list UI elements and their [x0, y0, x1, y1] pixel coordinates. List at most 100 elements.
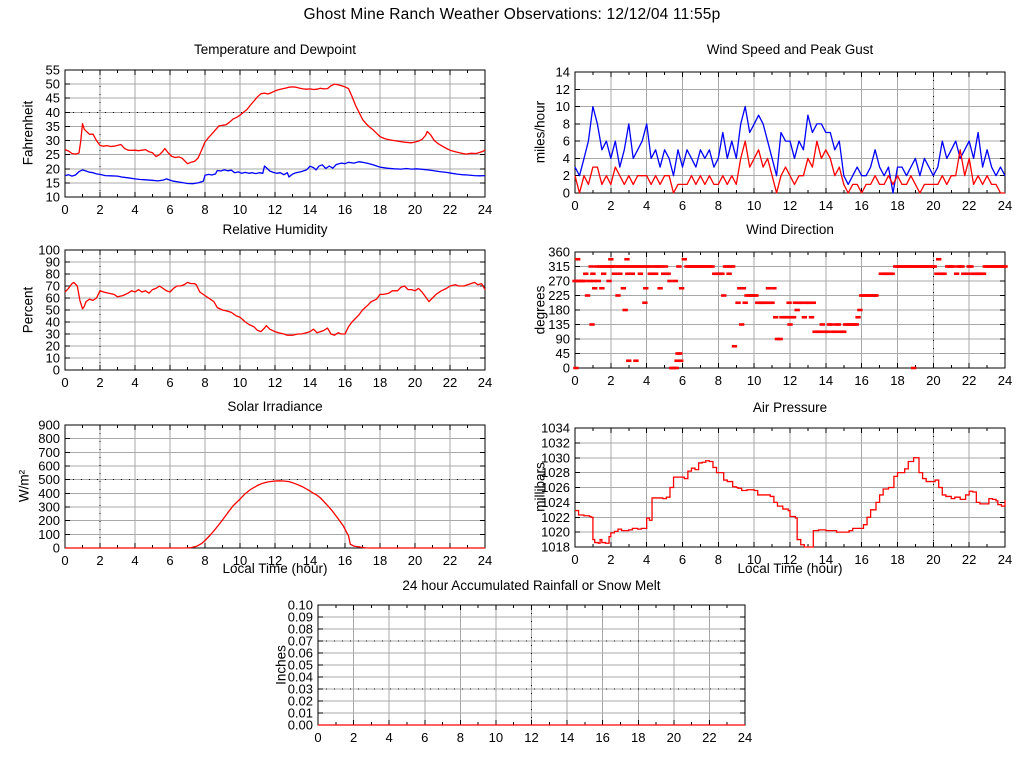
x-tick-label: 16 — [338, 375, 352, 390]
y-tick-label: 0.06 — [288, 646, 313, 661]
x-tick-label: 8 — [457, 730, 464, 745]
y-tick-label: 40 — [46, 105, 60, 120]
chart-title: Wind Direction — [746, 222, 834, 237]
y-tick-label: 12 — [556, 82, 570, 97]
y-tick-label: 8 — [563, 116, 570, 131]
x-tick-label: 4 — [131, 202, 138, 217]
y-tick-label: 270 — [548, 274, 570, 289]
y-tick-label: 0.08 — [288, 622, 313, 637]
air-pressure-plot: 0 2 4 6 8 10 12 14 16 18 20 22 241018102010221024102… — [541, 421, 1012, 568]
y-tick-label: 50 — [46, 303, 60, 318]
y-tick-label: 15 — [46, 175, 60, 190]
y-tick-label: 800 — [38, 431, 60, 446]
x-tick-label: 16 — [854, 552, 868, 567]
series-humidity — [64, 281, 486, 336]
x-tick-label: 12 — [268, 553, 282, 568]
x-tick-label: 22 — [962, 373, 976, 388]
x-tick-label: 20 — [408, 375, 422, 390]
y-tick-label: 1020 — [541, 525, 570, 540]
y-tick-label: 0 — [563, 361, 570, 376]
y-tick-label: 315 — [548, 259, 570, 274]
x-tick-label: 22 — [443, 375, 457, 390]
x-tick-label: 10 — [233, 375, 247, 390]
y-tick-label: 1034 — [541, 421, 570, 436]
y-tick-label: 1022 — [541, 510, 570, 525]
y-tick-label: 1028 — [541, 465, 570, 480]
x-tick-label: 18 — [890, 198, 904, 213]
wind-direction-plot: 0 2 4 6 8 10 12 14 16 18 20 22 240459013518022527031… — [548, 245, 1012, 389]
x-tick-label: 14 — [819, 373, 833, 388]
x-tick-label: 4 — [386, 730, 393, 745]
x-tick-label: 20 — [926, 373, 940, 388]
x-tick-label: 12 — [783, 373, 797, 388]
y-tick-label: 80 — [46, 267, 60, 282]
x-tick-label: 12 — [268, 202, 282, 217]
x-tick-label: 22 — [443, 202, 457, 217]
y-tick-label: 1032 — [541, 435, 570, 450]
x-axis-label: Local Time (hour) — [222, 561, 328, 576]
y-tick-label: 100 — [38, 243, 60, 258]
x-tick-label: 24 — [998, 552, 1012, 567]
x-tick-label: 14 — [303, 375, 317, 390]
chart-title: Relative Humidity — [222, 222, 328, 237]
x-tick-label: 2 — [96, 375, 103, 390]
x-tick-label: 16 — [595, 730, 609, 745]
y-tick-label: 4 — [563, 151, 570, 166]
y-tick-label: 600 — [38, 459, 60, 474]
x-tick-label: 16 — [854, 198, 868, 213]
series-wind_speed — [574, 140, 1005, 194]
x-tick-label: 4 — [131, 553, 138, 568]
x-tick-label: 20 — [408, 553, 422, 568]
y-tick-label: 0 — [563, 186, 570, 201]
x-tick-label: 20 — [926, 552, 940, 567]
y-tick-label: 1026 — [541, 480, 570, 495]
x-tick-label: 2 — [607, 373, 614, 388]
x-tick-label: 14 — [819, 198, 833, 213]
x-tick-label: 24 — [738, 730, 752, 745]
y-tick-label: 6 — [563, 134, 570, 149]
x-tick-label: 14 — [819, 552, 833, 567]
y-tick-label: 55 — [46, 63, 60, 78]
x-tick-label: 20 — [408, 202, 422, 217]
x-tick-label: 0 — [314, 730, 321, 745]
x-tick-label: 14 — [560, 730, 574, 745]
x-tick-label: 24 — [478, 375, 492, 390]
x-tick-label: 2 — [96, 202, 103, 217]
x-tick-label: 12 — [268, 375, 282, 390]
x-tick-label: 0 — [571, 552, 578, 567]
series-pressure — [575, 457, 1006, 548]
chart-title: 24 hour Accumulated Rainfall or Snow Mel… — [402, 578, 661, 593]
x-tick-label: 0 — [571, 198, 578, 213]
y-tick-label: 60 — [46, 291, 60, 306]
x-tick-label: 24 — [998, 373, 1012, 388]
x-tick-label: 18 — [373, 202, 387, 217]
y-tick-label: 500 — [38, 472, 60, 487]
x-tick-label: 22 — [443, 553, 457, 568]
x-tick-label: 22 — [702, 730, 716, 745]
y-tick-label: 900 — [38, 418, 60, 433]
x-tick-label: 2 — [96, 553, 103, 568]
x-tick-label: 10 — [489, 730, 503, 745]
page-title: Ghost Mine Ranch Weather Observations: 1… — [303, 6, 721, 23]
y-tick-label: 70 — [46, 279, 60, 294]
x-tick-label: 4 — [643, 373, 650, 388]
y-tick-label: 135 — [548, 317, 570, 332]
x-tick-label: 8 — [715, 373, 722, 388]
x-tick-label: 2 — [607, 198, 614, 213]
y-tick-label: 200 — [38, 513, 60, 528]
x-tick-label: 0 — [61, 553, 68, 568]
y-tick-label: 0.10 — [288, 598, 313, 613]
x-tick-label: 0 — [61, 375, 68, 390]
x-tick-label: 6 — [166, 375, 173, 390]
y-tick-label: 1030 — [541, 450, 570, 465]
x-tick-label: 2 — [350, 730, 357, 745]
y-tick-label: 0 — [53, 541, 60, 556]
x-tick-label: 22 — [962, 552, 976, 567]
x-tick-label: 6 — [679, 373, 686, 388]
x-tick-label: 10 — [747, 198, 761, 213]
y-tick-label: 20 — [46, 339, 60, 354]
y-tick-label: 180 — [548, 303, 570, 318]
series-peak_gust — [574, 105, 1006, 194]
